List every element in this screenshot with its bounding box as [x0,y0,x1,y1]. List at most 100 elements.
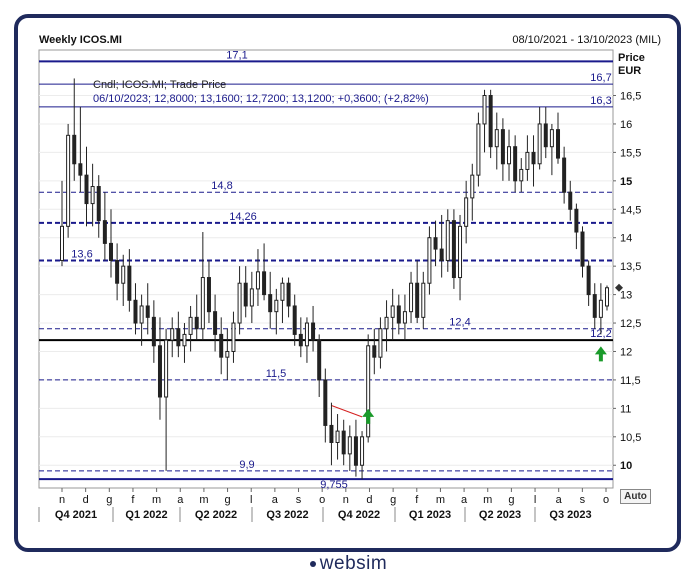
candle-body [372,345,377,358]
candle-body [133,299,138,324]
x-month-label: l [534,494,536,506]
x-month-label: d [83,494,89,506]
candle-body [500,129,505,165]
candle-body [476,123,481,176]
y-tick-label: 10,5 [620,432,641,444]
candle-body [519,168,524,182]
candle-body [121,265,126,284]
candle-body [280,282,285,301]
candle-body [96,186,101,222]
up-arrow-icon [362,408,375,424]
y-tick-label: 14 [620,233,632,245]
x-month-label: s [580,494,586,506]
candle-body [562,157,567,193]
x-month-label: n [59,494,65,506]
y-tick-label: 16 [620,119,632,131]
candle-body [556,129,561,159]
x-month-label: g [508,494,514,506]
candle-body [176,328,181,347]
candle-body [249,288,254,307]
x-month-label: a [461,494,468,506]
candle-body [598,299,603,318]
chart-title: Weekly ICOS.MI [39,34,122,46]
candle-body [347,436,352,455]
trendline [331,405,363,418]
candle-body [298,333,303,347]
auto-scale-button[interactable]: Auto [620,489,651,504]
candle-body [427,237,432,284]
candle-body [507,146,512,165]
x-month-label: m [152,494,161,506]
candle-body [84,174,89,205]
x-month-label: g [225,494,231,506]
y-tick-label: 11,5 [620,375,641,387]
y-tick-label: 12 [620,346,632,358]
candle-body [317,339,322,381]
candle-body [139,305,144,324]
candle-body [188,316,193,335]
candle-body [274,299,279,313]
candle-body [568,191,573,210]
x-month-label: o [319,494,325,506]
candle-body [102,220,107,244]
candle-body [360,436,365,466]
candle-body [543,123,548,148]
candle-body [482,95,487,125]
y-tick-label: 14,5 [620,204,641,216]
date-range: 08/10/2021 - 13/10/2023 (MIL) [512,34,661,46]
level-label: 16,7 [590,72,611,84]
candle-body [262,271,267,296]
level-label: 12,4 [449,317,470,329]
x-month-label: a [177,494,184,506]
candle-body [421,282,426,318]
x-quarter-label: Q1 2023 [409,509,451,521]
websim-logo: websim [0,553,697,579]
price-label: Price [618,52,645,64]
candle-body [494,129,499,148]
y-tick-label: 15,5 [620,147,641,159]
candle-body [66,134,71,227]
level-label: 14,26 [229,211,257,223]
info-line-series: Cndl; ICOS.MI; Trade Price [93,79,227,91]
candle-body [157,345,162,398]
x-month-label: m [199,494,208,506]
candle-body [213,311,218,335]
candle-body [396,305,401,324]
candle-body [108,242,113,261]
candle-body [237,282,242,324]
candle-body [378,328,383,358]
x-month-label: n [343,494,349,506]
candles [60,78,609,480]
candle-body [206,277,211,313]
candle-body [323,379,328,426]
candle-body [255,271,260,290]
y-tick-label: 15 [620,176,632,188]
x-month-label: a [556,494,563,506]
info-line-values: 06/10/2023; 12,8000; 13,1600; 12,7200; 1… [93,93,429,105]
x-quarter-label: Q3 2022 [266,509,308,521]
x-quarter-label: Q4 2022 [338,509,380,521]
x-quarter-label: Q2 2023 [479,509,521,521]
candle-body [451,220,456,279]
level-label: 9,9 [239,459,254,471]
x-quarter-label: Q2 2022 [195,509,237,521]
candle-body [464,197,469,227]
last-price-marker-icon [615,283,623,292]
candle-body [329,424,334,443]
candle-body [580,231,585,267]
level-label: 14,8 [211,180,232,192]
y-tick-label: 10 [620,460,632,472]
candle-body [60,225,64,261]
candle-body [537,123,542,165]
ohlc-info: Cndl; ICOS.MI; Trade Price 06/10/2023; 1… [93,78,429,106]
candle-body [311,322,316,341]
candle-body [151,316,156,347]
candle-body [225,350,230,358]
candle-body [164,339,169,398]
x-month-label: s [296,494,302,506]
candle-body [592,294,597,318]
candle-body [200,277,205,330]
y-tick-label: 11 [620,403,631,415]
x-month-label: g [390,494,396,506]
candle-body [170,328,175,341]
